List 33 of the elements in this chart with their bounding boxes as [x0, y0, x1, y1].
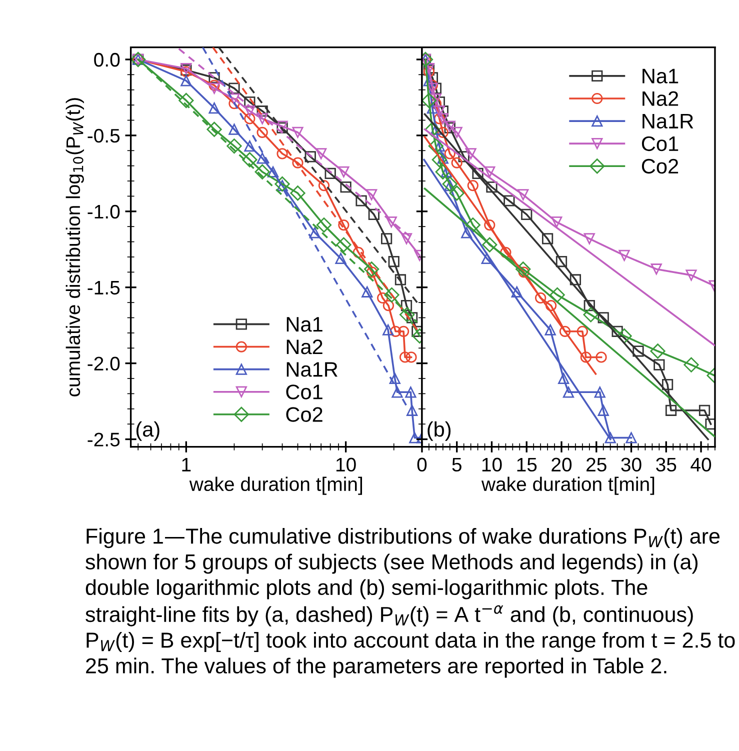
x-tick-label: 5	[452, 458, 462, 472]
x-axis-title: wake duration t[min]	[481, 476, 654, 495]
x-tick-label: 40	[690, 458, 712, 472]
legend-label: Na2	[642, 91, 678, 106]
legend-label: Co2	[642, 158, 678, 174]
annotation: (b)	[428, 421, 451, 441]
x-axis-title: wake duration t[min]	[189, 476, 362, 495]
y-axis-title: cumulative distribution log$_{10}$(P$_{W}$(t))	[66, 98, 84, 396]
x-tick-label: 20	[552, 458, 572, 472]
x-tick-label: 25	[586, 458, 606, 472]
legend-label: Co1	[286, 384, 322, 400]
x-tick-label: 1	[182, 458, 191, 472]
y-tick-label: -2.5	[88, 432, 120, 446]
legend-label: Na1	[286, 317, 322, 332]
x-tick-label: 30	[621, 458, 642, 472]
y-tick-label: -1.0	[88, 204, 120, 219]
text: Figure 1—The cumulative distributions of wake durations P$_{W}$(t) are shown for 5 groups of subjects (see Methods and legends) in (a) double logarithmic plots and (b) semi-logarithmic plots. The straight-line fits by (a, dashed) P$_{W}$(t) = A t$^{−α}$ and (b, continuous) P$_{W}$(t) = B exp[−t/τ] took into account data in the range from t = 2.5 to 25 min. The values of the parameters are reported in Table 2.	[86, 528, 735, 678]
x-tick-label: 10	[336, 458, 356, 472]
legend-label: Na2	[286, 340, 322, 354]
legend-label: Co1	[642, 136, 678, 152]
legend-label: Na1R	[642, 114, 694, 129]
x-tick-label: 0	[417, 458, 427, 472]
legend-label: Na1R	[286, 362, 338, 377]
y-tick-label: 0.0	[94, 52, 120, 67]
y-tick-label: -0.5	[88, 128, 120, 143]
x-tick-label: 10	[482, 458, 502, 472]
y-tick-label: -2.0	[88, 356, 120, 371]
legend-label: Co2	[286, 407, 322, 422]
x-tick-label: 35	[656, 458, 676, 472]
x-tick-label: 15	[517, 458, 537, 472]
legend-label: Na1	[642, 68, 678, 84]
y-tick-label: -1.5	[88, 281, 120, 295]
annotation: (a)	[136, 421, 160, 441]
